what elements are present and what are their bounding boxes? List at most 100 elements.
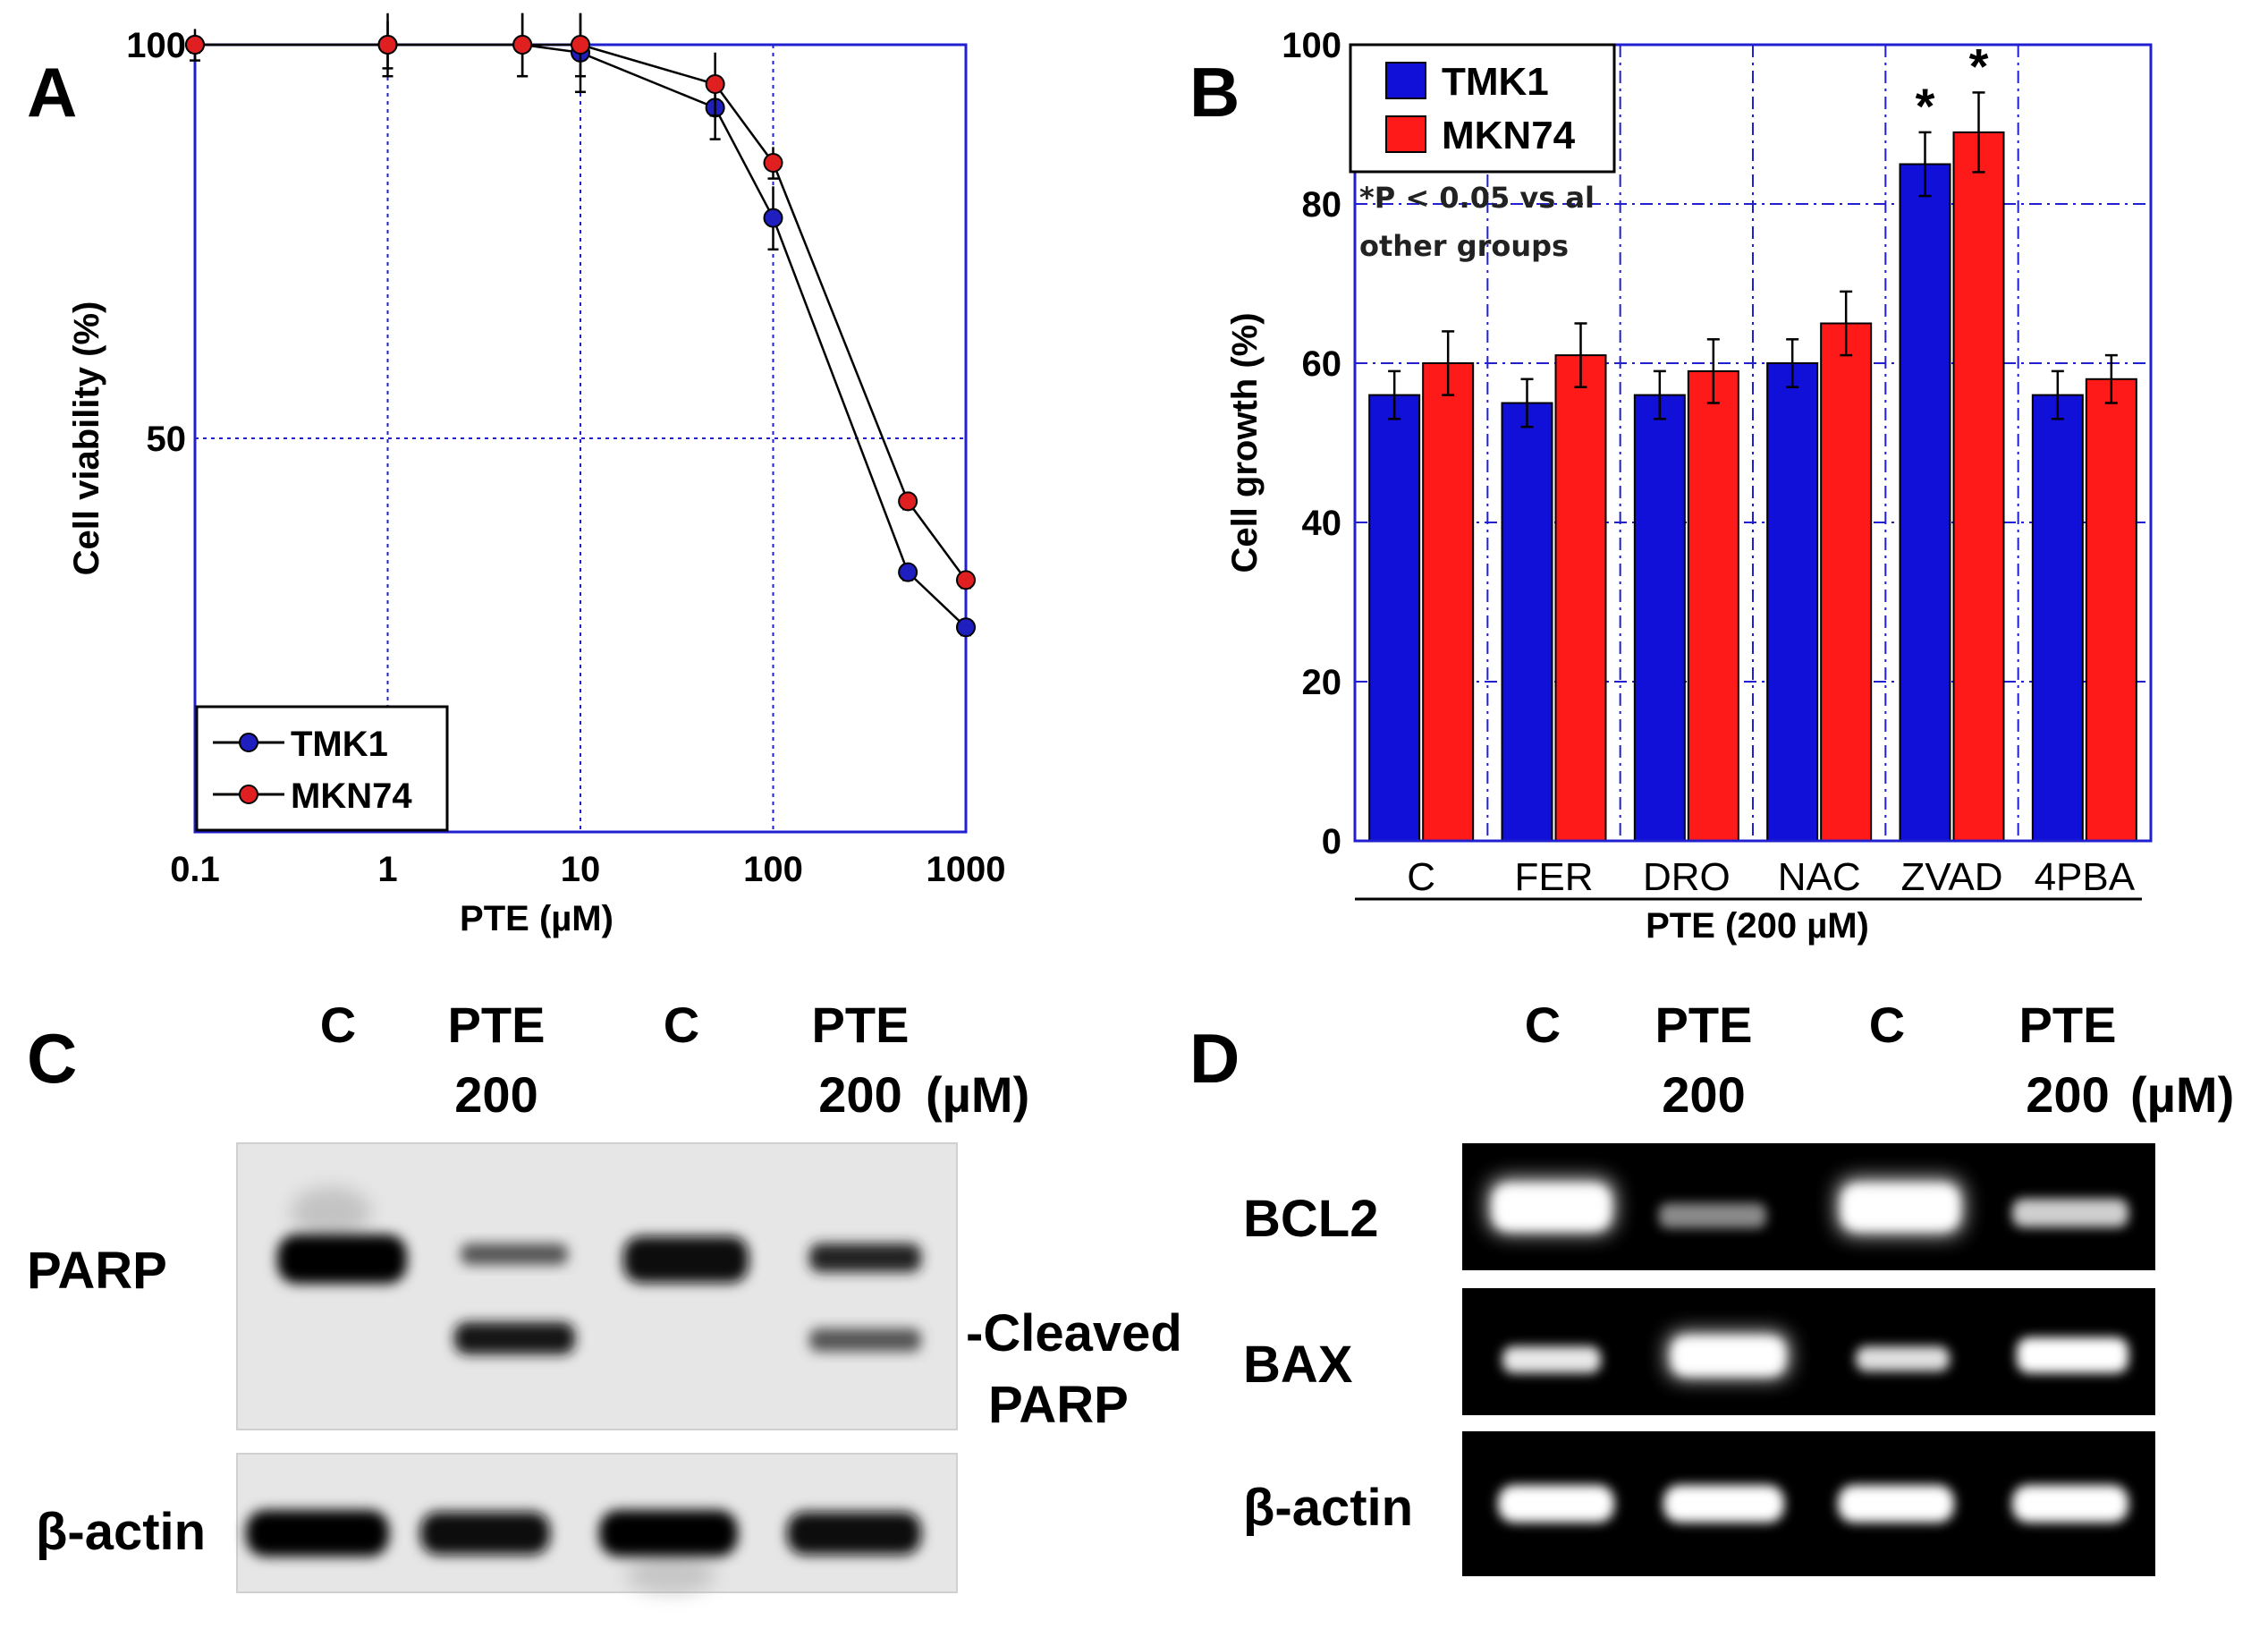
panel-c-parp-blot bbox=[236, 1142, 958, 1430]
bax-band-lane-2 bbox=[1672, 1337, 1784, 1375]
bar-tmk1-dro bbox=[1633, 394, 1686, 842]
panel-d-lane-1-top: C bbox=[1525, 997, 1561, 1053]
panel-d-lane-2-top: PTE bbox=[1655, 997, 1753, 1053]
panel-b-y-axis-label: Cell growth (%) bbox=[1225, 312, 1265, 573]
panel-c-lane-4-top: PTE bbox=[812, 997, 910, 1053]
panel-a-legend: TMK1 MKN74 bbox=[195, 705, 449, 832]
panel-b-legend: TMK1 MKN74 bbox=[1349, 43, 1616, 174]
panel-c-smear bbox=[291, 1187, 371, 1237]
panel-a-legend-box bbox=[195, 705, 449, 832]
panel-a-x-tick-label: 100 bbox=[743, 850, 803, 889]
point-tmk1 bbox=[956, 617, 976, 638]
panel-c-actin-blot bbox=[236, 1453, 958, 1594]
legend-tmk1-marker bbox=[239, 733, 258, 752]
panel-a-x-axis-label: PTE (µM) bbox=[460, 899, 614, 938]
panel-c-letter: C bbox=[27, 1019, 77, 1098]
panel-c-cleaved-label-2: PARP bbox=[988, 1376, 1129, 1434]
panel-c-lane-labels: C PTE 200 C PTE 200 (µM) bbox=[320, 997, 1029, 1123]
panel-c-lane-3-top: C bbox=[664, 997, 699, 1053]
panel-a-x-tick-label: 0.1 bbox=[170, 850, 220, 889]
actin-band-d-lane-3 bbox=[1838, 1485, 1954, 1523]
panel-d-lane-4-bottom: 200 bbox=[2026, 1066, 2109, 1123]
panel-d-lane-3-top: C bbox=[1869, 997, 1905, 1053]
panel-d-bcl2-gel bbox=[1462, 1143, 2155, 1270]
panel-d-actin-gel bbox=[1462, 1431, 2155, 1576]
panel-a-y-tick-label: 50 bbox=[147, 420, 187, 459]
panel-b-x-axis-label: PTE (200 µM) bbox=[1646, 906, 1869, 946]
bar-tmk1-zvad bbox=[1899, 163, 1951, 842]
bar-tmk1-c bbox=[1368, 394, 1421, 842]
actin-band-d-lane-4 bbox=[2012, 1485, 2128, 1523]
cleaved-parp-band-lane-4 bbox=[809, 1328, 921, 1352]
parp-band-lane-2 bbox=[461, 1243, 568, 1265]
significance-asterisk: * bbox=[1916, 78, 1935, 134]
panel-c-parp-membrane bbox=[236, 1142, 958, 1430]
panel-a-series bbox=[185, 13, 976, 638]
bar-mkn74-c bbox=[1422, 362, 1475, 842]
panel-d-lane-labels: C PTE 200 C PTE 200 (µM) bbox=[1525, 997, 2234, 1123]
cleaved-parp-band-lane-2 bbox=[454, 1322, 575, 1354]
panel-b-x-tick-label: 4PBA bbox=[2035, 855, 2136, 899]
panel-a-letter: A bbox=[27, 53, 77, 132]
panel-d-lane-2-bottom: 200 bbox=[1662, 1066, 1745, 1123]
panel-b-note-line-1: *P < 0.05 vs al bbox=[1359, 181, 1595, 215]
panel-c-parp-label: PARP bbox=[27, 1242, 167, 1300]
point-mkn74 bbox=[763, 153, 783, 173]
panel-b-plot-frame bbox=[1353, 43, 2153, 843]
legend-tmk1-label: TMK1 bbox=[291, 725, 388, 764]
bar-tmk1-fer bbox=[1501, 402, 1553, 842]
bax-band-lane-3 bbox=[1856, 1346, 1950, 1371]
significance-asterisk: * bbox=[1969, 38, 1989, 94]
panel-b-y-tick-label: 0 bbox=[1322, 822, 1341, 861]
panel-a-chart: 0.1 1 10 100 1000 50 100 PTE (µM) Cell viabili… bbox=[67, 13, 1005, 938]
legend-b-tmk1-label: TMK1 bbox=[1442, 60, 1549, 104]
legend-b-tmk1-swatch bbox=[1385, 62, 1426, 99]
panel-b-y-tick-label: 20 bbox=[1302, 663, 1342, 702]
panel-b-x-tick-label: FER bbox=[1515, 855, 1594, 899]
panel-d-bax-label: BAX bbox=[1243, 1336, 1353, 1394]
panel-a-x-tick-label: 1 bbox=[377, 850, 397, 889]
bar-mkn74-dro bbox=[1687, 369, 1739, 842]
bar-tmk1-nac bbox=[1766, 362, 1819, 842]
parp-band-lane-3 bbox=[623, 1236, 749, 1283]
panel-b-bars: ** bbox=[1368, 38, 2137, 843]
panel-c-cleaved-label-1: -Cleaved bbox=[966, 1304, 1182, 1362]
actin-band-c-lane-1 bbox=[246, 1510, 389, 1557]
parp-band-lane-4 bbox=[809, 1243, 921, 1272]
panel-a-x-tick-label: 1000 bbox=[927, 850, 1006, 889]
panel-c-lane-4-bottom: 200 bbox=[818, 1066, 901, 1123]
panel-b-x-tick-label: DRO bbox=[1643, 855, 1731, 899]
point-mkn74 bbox=[898, 491, 918, 512]
point-mkn74 bbox=[571, 35, 590, 55]
actin-band-d-lane-1 bbox=[1498, 1485, 1614, 1523]
series-line-mkn74 bbox=[195, 43, 968, 581]
panel-c-unit: (µM) bbox=[926, 1066, 1029, 1123]
panel-b-grid bbox=[1355, 45, 2151, 841]
panel-b-letter: B bbox=[1189, 53, 1240, 132]
panel-c-actin-label: β-actin bbox=[36, 1503, 206, 1561]
bar-mkn74-zvad bbox=[1952, 131, 2005, 842]
panel-b-y-tick-label: 80 bbox=[1302, 185, 1342, 225]
bar-mkn74-nac bbox=[1820, 322, 1873, 842]
point-mkn74 bbox=[956, 570, 976, 590]
panel-c-lane-2-top: PTE bbox=[448, 997, 546, 1053]
panel-b-x-tick-label: NAC bbox=[1778, 855, 1861, 899]
point-mkn74 bbox=[377, 35, 398, 55]
bcl2-band-lane-4 bbox=[2012, 1199, 2128, 1227]
panel-a-y-axis-label: Cell viability (%) bbox=[67, 301, 106, 576]
bar-mkn74-4pba bbox=[2085, 378, 2137, 842]
panel-c-lane-1-top: C bbox=[320, 997, 356, 1053]
legend-b-mkn74-label: MKN74 bbox=[1442, 114, 1576, 157]
panel-a-y-tick-label: 100 bbox=[126, 26, 186, 65]
bax-band-lane-4 bbox=[2017, 1337, 2128, 1373]
actin-band-c-lane-3 bbox=[599, 1510, 738, 1557]
panel-b-x-tick-label: C bbox=[1407, 855, 1435, 899]
panel-d-unit: (µM) bbox=[2130, 1066, 2234, 1123]
point-mkn74 bbox=[705, 74, 725, 94]
legend-mkn74-marker bbox=[239, 785, 258, 804]
bar-mkn74-fer bbox=[1554, 354, 1607, 843]
panel-b-y-tick-label: 100 bbox=[1282, 26, 1341, 65]
actin-band-c-lane-2 bbox=[420, 1512, 550, 1555]
panel-b-ticks: 0 20 40 60 80 100 C FER DRO NAC ZVAD 4PBA bbox=[1282, 26, 2135, 899]
